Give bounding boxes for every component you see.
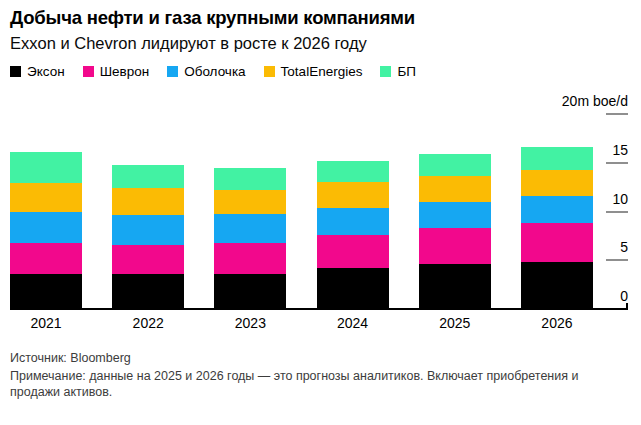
x-axis-labels: 2021 2022 2023 2024 2025 2026 bbox=[10, 315, 593, 331]
bar-segment bbox=[10, 274, 82, 309]
y-tick-label: 20m boe/d bbox=[562, 94, 628, 109]
legend-label: Шеврон bbox=[100, 64, 150, 79]
chart-title: Добыча нефти и газа крупными компаниями bbox=[10, 7, 415, 29]
stacked-bar-2026 bbox=[521, 147, 593, 309]
bar-segment bbox=[419, 176, 491, 202]
bar-segment bbox=[112, 188, 184, 215]
legend-label: TotalEnergies bbox=[281, 64, 363, 79]
chart-subtitle: Exxon и Chevron лидируют в росте к 2026 … bbox=[10, 34, 367, 53]
legend-label: Оболочка bbox=[184, 64, 245, 79]
y-tick-label: 5 bbox=[620, 240, 628, 255]
x-tick-label: 2026 bbox=[521, 315, 593, 331]
bar-segment bbox=[317, 268, 389, 309]
bar-segment bbox=[419, 154, 491, 176]
stacked-bar-2025 bbox=[419, 154, 491, 309]
x-tick-label: 2025 bbox=[419, 315, 491, 331]
x-tick-label: 2021 bbox=[10, 315, 82, 331]
bar-segment bbox=[521, 262, 593, 309]
bar-segment bbox=[419, 264, 491, 309]
bar-segment bbox=[419, 202, 491, 228]
bar-segment bbox=[521, 223, 593, 262]
y-tick-mark bbox=[606, 113, 628, 115]
legend-swatch-icon bbox=[83, 66, 94, 77]
y-tick-label: 15 bbox=[612, 143, 628, 158]
bar-segment bbox=[112, 274, 184, 309]
chart-card: Добыча нефти и газа крупными компаниями … bbox=[0, 0, 641, 425]
legend-swatch-icon bbox=[10, 66, 21, 77]
legend-item-bp: БП bbox=[380, 64, 416, 79]
bar-segment bbox=[112, 165, 184, 188]
x-axis-end-tick bbox=[626, 303, 628, 309]
bar-segment bbox=[521, 147, 593, 169]
legend-swatch-icon bbox=[380, 66, 391, 77]
stacked-bar-2021 bbox=[10, 152, 82, 309]
bar-segment bbox=[419, 228, 491, 264]
bar-segment bbox=[317, 182, 389, 207]
bar-segment bbox=[10, 183, 82, 211]
bar-segment bbox=[10, 152, 82, 183]
legend-item-shell: Оболочка bbox=[167, 64, 245, 79]
bar-segment bbox=[214, 168, 286, 190]
bar-segment bbox=[521, 170, 593, 196]
bar-segment bbox=[214, 214, 286, 242]
y-tick-mark bbox=[606, 211, 628, 213]
bar-segment bbox=[214, 190, 286, 214]
y-tick-mark bbox=[606, 162, 628, 164]
bar-segment bbox=[10, 243, 82, 274]
legend-label: Эксон bbox=[27, 64, 65, 79]
plot-area bbox=[10, 114, 593, 309]
bar-segment bbox=[112, 215, 184, 244]
legend-item-exxon: Эксон bbox=[10, 64, 65, 79]
bar-segment bbox=[214, 274, 286, 309]
bar-segment bbox=[521, 196, 593, 223]
x-tick-label: 2022 bbox=[112, 315, 184, 331]
legend-item-chevron: Шеврон bbox=[83, 64, 150, 79]
source-line: Источник: Bloomberg bbox=[10, 351, 131, 365]
legend-label: БП bbox=[397, 64, 416, 79]
y-tick-label: 10 bbox=[612, 192, 628, 207]
x-tick-label: 2023 bbox=[214, 315, 286, 331]
bar-segment bbox=[317, 208, 389, 235]
legend-swatch-icon bbox=[167, 66, 178, 77]
x-axis-line bbox=[10, 308, 628, 310]
y-tick-mark bbox=[606, 259, 628, 261]
bar-segment bbox=[112, 245, 184, 274]
y-tick-label: 0 bbox=[620, 289, 628, 304]
note-line: Примечание: данные на 2025 и 2026 годы —… bbox=[10, 368, 626, 400]
stacked-bar-2022 bbox=[112, 165, 184, 309]
bar-segment bbox=[214, 243, 286, 274]
bar-segment bbox=[317, 235, 389, 268]
bar-segment bbox=[10, 212, 82, 243]
legend: Эксон Шеврон Оболочка TotalEnergies БП bbox=[10, 64, 416, 79]
stacked-bar-2023 bbox=[214, 168, 286, 309]
bar-segment bbox=[317, 161, 389, 183]
x-tick-label: 2024 bbox=[317, 315, 389, 331]
stacked-bar-2024 bbox=[317, 161, 389, 309]
legend-item-totalenergies: TotalEnergies bbox=[264, 64, 363, 79]
legend-swatch-icon bbox=[264, 66, 275, 77]
